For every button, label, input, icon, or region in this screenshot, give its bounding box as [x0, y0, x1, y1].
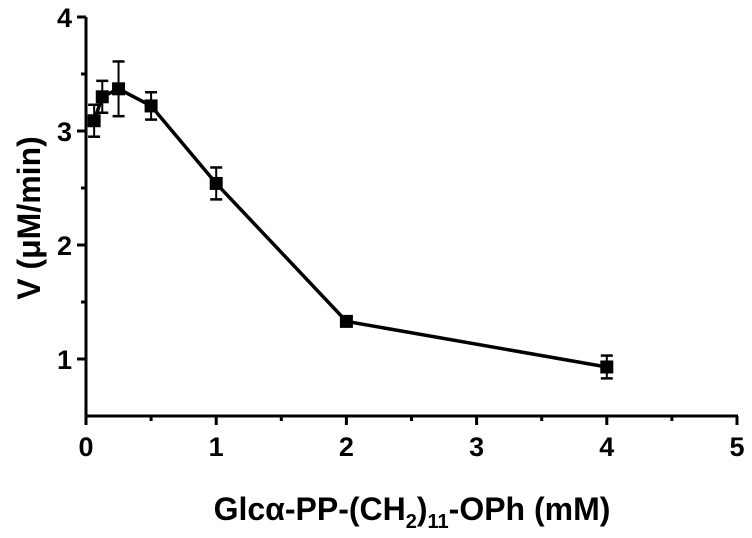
data-point [144, 90, 158, 121]
axis-labels: 0 1 2 3 4 5 1 2 3 4 [57, 3, 745, 462]
x-tick-label: 4 [599, 432, 614, 462]
data-point [87, 103, 101, 138]
x-tick-label: 5 [729, 432, 744, 462]
y-tick-label: 1 [57, 345, 72, 375]
square-marker [339, 314, 353, 328]
data-point [339, 314, 353, 328]
data-point [600, 354, 614, 380]
x-tick-label: 1 [209, 432, 224, 462]
square-marker [144, 99, 158, 113]
y-tick-label: 2 [57, 231, 72, 261]
data-point [209, 166, 223, 201]
square-marker [87, 114, 101, 128]
axes [77, 15, 739, 425]
x-tick-label: 0 [78, 432, 93, 462]
square-marker [95, 90, 109, 104]
x-axis-title: Glcα-PP-(CH2)11-OPh (mM) [214, 491, 611, 533]
data-series [87, 60, 614, 380]
square-marker [209, 176, 223, 190]
y-tick-label: 4 [57, 3, 72, 33]
data-point [95, 79, 109, 115]
square-marker [600, 360, 614, 374]
y-axis-title: V (μM/min) [11, 136, 47, 300]
x-tick-label: 3 [469, 432, 484, 462]
data-point [112, 60, 126, 118]
y-tick-label: 3 [57, 117, 72, 147]
square-marker [112, 82, 126, 96]
x-tick-label: 2 [339, 432, 354, 462]
